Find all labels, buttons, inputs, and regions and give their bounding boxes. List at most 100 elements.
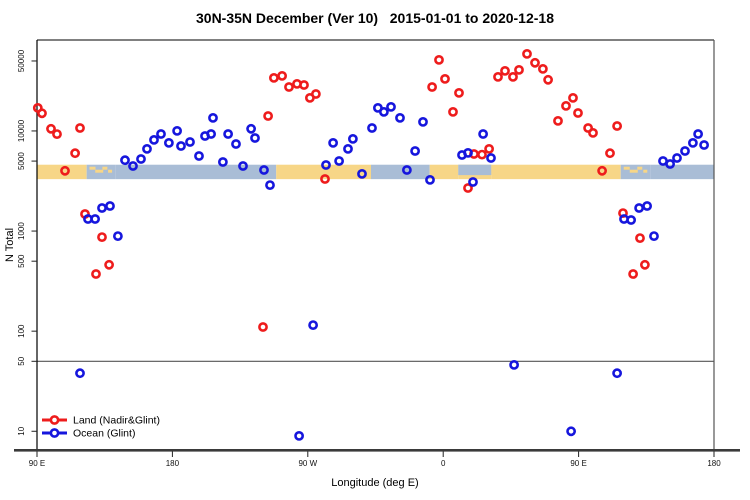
ocean-data-point [105, 201, 115, 211]
ocean-data-point [418, 117, 428, 127]
land-data-point [427, 82, 437, 92]
ocean-data-point [90, 214, 100, 224]
ocean-data-point [634, 203, 644, 213]
land-data-point [258, 322, 268, 332]
land-data-point [448, 107, 458, 117]
land-data-point [605, 148, 615, 159]
land-data-point [104, 259, 114, 270]
ocean-data-point [347, 133, 358, 144]
land-data-point [588, 127, 598, 138]
ocean-data-point [395, 113, 405, 123]
ocean-data-point [649, 231, 659, 241]
land-data-point [75, 123, 85, 133]
ocean-data-point [294, 430, 304, 441]
ocean-data-point [343, 143, 353, 154]
land-data-point [440, 74, 450, 84]
band-land-segment [276, 164, 371, 180]
legend-label: Land (Nadir&Glint) [73, 415, 160, 427]
legend-marker [49, 415, 60, 425]
ocean-data-point [156, 129, 166, 139]
land-data-point [514, 65, 524, 75]
band-island-speckle [629, 169, 638, 173]
x-axis-label: Longitude (deg E) [331, 477, 418, 489]
land-data-point [97, 232, 107, 242]
ocean-data-point [688, 137, 698, 148]
land-data-point [553, 116, 563, 126]
y-axis-label: N Total [4, 228, 16, 262]
ocean-data-point [206, 129, 216, 139]
land-data-point [454, 88, 464, 98]
land-data-point [568, 93, 578, 103]
ocean-data-point [386, 102, 396, 112]
x-tick-label: 90 E [29, 459, 45, 468]
band-island-speckle [108, 169, 113, 173]
land-data-point [70, 148, 80, 159]
band-ocean-segment [370, 164, 430, 180]
ocean-data-point [328, 137, 338, 148]
chart-title: 30N-35N December (Ver 10) 2015-01-01 to … [196, 10, 554, 26]
land-data-point [635, 233, 645, 243]
ocean-data-point [231, 139, 241, 149]
ocean-data-point [566, 426, 576, 437]
ocean-data-point [665, 159, 675, 169]
y-tick-label: 10000 [17, 119, 26, 142]
ocean-data-point [486, 153, 496, 163]
ocean-data-point [334, 156, 344, 166]
land-data-point [493, 72, 503, 82]
land-data-point [277, 71, 287, 81]
ocean-data-point [246, 123, 256, 134]
x-tick-label: 90 E [570, 459, 586, 468]
ocean-data-point [478, 129, 488, 139]
ocean-data-point [136, 154, 146, 164]
land-data-point [268, 73, 279, 83]
land-data-point [310, 89, 321, 99]
land-data-point [434, 55, 444, 65]
band-island-speckle [637, 166, 643, 170]
ocean-data-point [120, 155, 130, 166]
land-data-point [640, 259, 650, 270]
y-tick-label: 50000 [17, 49, 26, 72]
land-data-point [46, 123, 56, 134]
y-tick-label: 50 [17, 356, 26, 365]
land-data-point [284, 82, 294, 92]
ocean-data-point [265, 180, 275, 190]
band-ocean-inlet [458, 164, 492, 176]
band-island-speckle [89, 166, 96, 170]
ocean-data-point [172, 125, 182, 136]
land-data-point [500, 66, 510, 76]
ocean-data-point [308, 320, 318, 330]
land-data-point [320, 174, 330, 184]
ocean-data-point [680, 146, 690, 156]
ocean-data-point [75, 368, 85, 379]
ocean-data-point [142, 143, 152, 154]
x-tick-label: 180 [707, 459, 721, 468]
land-data-point [91, 269, 101, 279]
land-data-point [37, 108, 47, 119]
band-island-speckle [643, 169, 648, 173]
ocean-data-point [357, 168, 367, 179]
ocean-data-point [468, 177, 478, 187]
land-data-point [60, 165, 70, 176]
ocean-data-point [693, 129, 703, 139]
ocean-data-point [699, 140, 709, 150]
x-tick-label: 0 [441, 459, 446, 468]
band-land-segment [429, 164, 459, 180]
ocean-data-point [672, 153, 682, 163]
land-data-point [573, 108, 583, 118]
legend-label: Ocean (Glint) [73, 428, 135, 440]
land-data-point [612, 121, 622, 131]
ocean-data-point [238, 161, 248, 171]
band-island-speckle [102, 166, 108, 170]
plot-generated-layer: 90 E 180 90 W 0 90 E 180 10 50 100 500 1000 5000 100… [14, 39, 740, 468]
ocean-data-point [626, 215, 636, 225]
ocean-data-point [401, 165, 412, 175]
land-data-point [463, 183, 473, 193]
ocean-data-point [642, 201, 652, 211]
ocean-data-point [149, 134, 159, 145]
land-data-point [299, 80, 309, 90]
y-tick-label: 100 [17, 324, 26, 338]
land-data-point [508, 72, 518, 82]
land-data-point [543, 74, 553, 85]
